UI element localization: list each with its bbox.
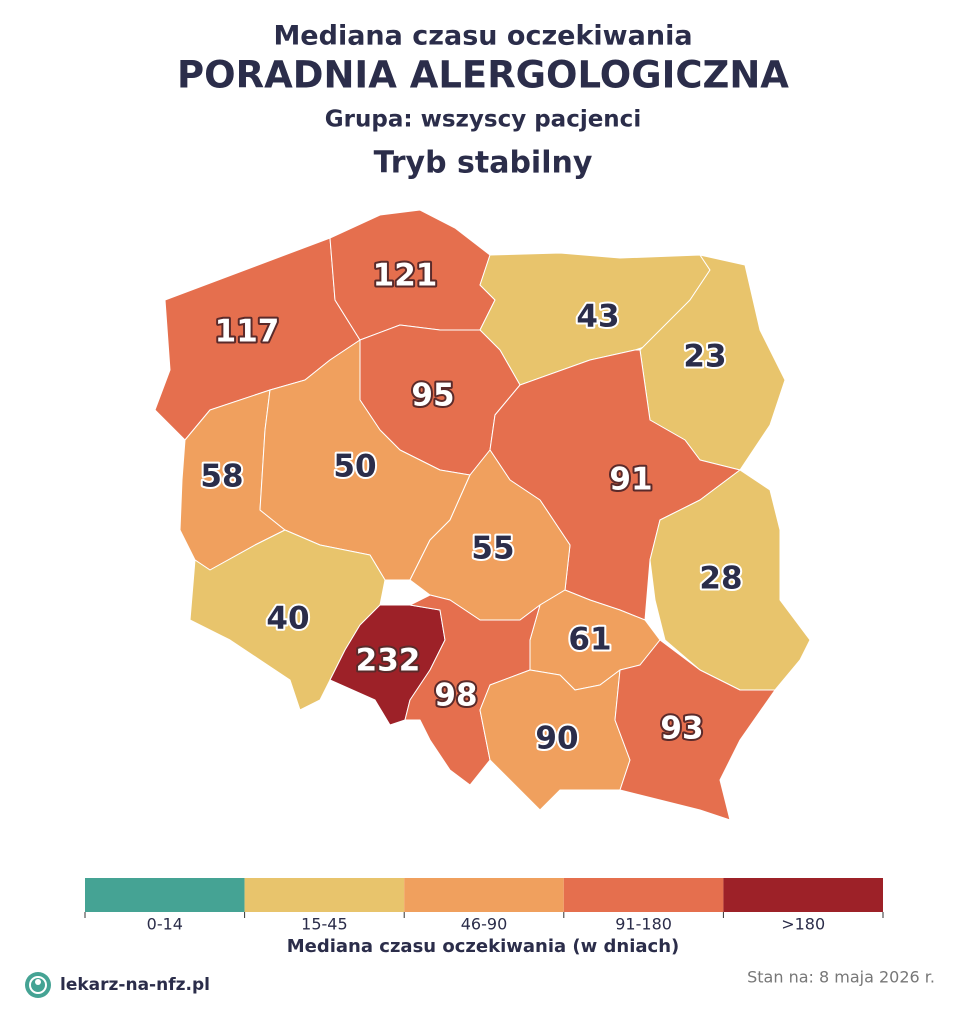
region-value: 93	[660, 711, 703, 747]
region-value: 232	[356, 643, 421, 679]
legend-swatch	[563, 878, 724, 912]
legend-swatch	[404, 878, 564, 912]
region-value: 43	[576, 299, 619, 335]
legend-swatch	[85, 878, 245, 912]
region-value: 117	[215, 314, 280, 350]
region-value: 90	[535, 721, 578, 757]
legend-label: 46-90	[461, 915, 508, 934]
region-value: 61	[568, 622, 611, 658]
region-value: 58	[200, 459, 243, 495]
group: Grupa: wszyscy pacjenci	[325, 107, 641, 133]
legend-title: Mediana czasu oczekiwania (w dniach)	[287, 936, 680, 957]
region-value: 23	[683, 339, 726, 375]
map	[154, 209, 811, 821]
legend-label: 15-45	[301, 915, 348, 934]
subtitle: Mediana czasu oczekiwania	[273, 21, 692, 52]
legend: 0-14 15-45 46-90 91-180 >180	[84, 878, 884, 934]
region-value: 121	[373, 258, 438, 294]
title: PORADNIA ALERGOLOGICZNA	[177, 54, 789, 97]
region-value: 40	[266, 601, 309, 637]
logo	[25, 972, 51, 998]
legend-label: >180	[781, 915, 825, 934]
legend-swatch	[723, 878, 883, 912]
legend-label: 0-14	[147, 915, 183, 934]
legend-swatch	[244, 878, 405, 912]
region-value: 91	[609, 462, 652, 498]
mode: Tryb stabilny	[374, 146, 593, 181]
site-name: lekarz-na-nfz.pl	[60, 975, 210, 995]
region-labels: 117 121 43 23 95 58 50 91 55 28 40 232 6…	[198, 256, 744, 759]
region	[614, 639, 776, 821]
region-value: 55	[471, 531, 514, 567]
region-value: 28	[699, 561, 742, 597]
region-value: 95	[411, 378, 454, 414]
legend-label: 91-180	[615, 915, 672, 934]
region-value: 98	[434, 678, 477, 714]
date: Stan na: 8 maja 2026 r.	[747, 968, 935, 987]
region-value: 50	[333, 449, 376, 485]
